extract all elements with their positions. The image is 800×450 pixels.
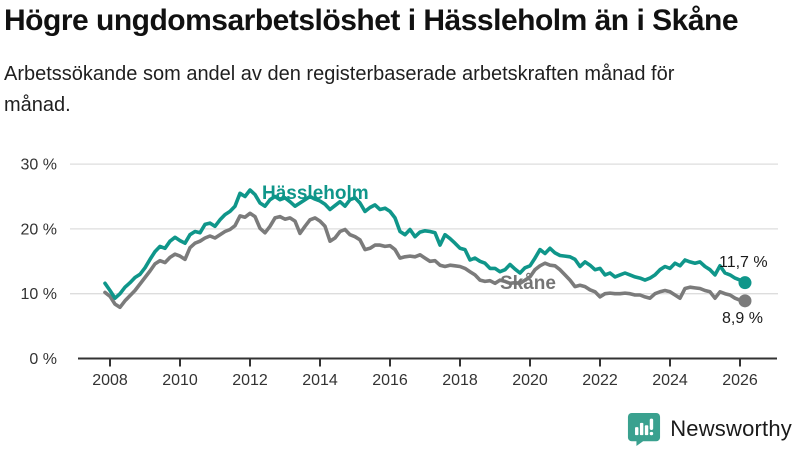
skane-line: [103, 211, 747, 310]
logo-exclamation-dot: [649, 431, 654, 436]
x-axis-label: 2020: [512, 372, 548, 389]
end-value-label: 8,9 %: [722, 310, 763, 327]
y-axis-label: 30 %: [21, 157, 57, 174]
newsworthy-logo-icon[interactable]: [627, 412, 661, 446]
logo-bar-3: [645, 425, 649, 436]
chart-subtitle: Arbetssökande som andel av den registerb…: [4, 62, 675, 116]
x-axis-label: 2014: [302, 372, 338, 389]
logo-exclamation-stem: [649, 418, 654, 430]
chart-header: Högre ungdomsarbetslöshet i Hässleholm ä…: [4, 4, 796, 121]
y-axis-label: 0 %: [29, 351, 57, 368]
y-axis-label: 20 %: [21, 221, 57, 238]
x-axis-label: 2018: [442, 372, 478, 389]
x-axis-label: 2026: [722, 372, 758, 389]
brand-name[interactable]: Newsworthy: [670, 416, 792, 441]
series-end-dot: [738, 276, 752, 290]
series-label: Skåne: [500, 273, 556, 294]
x-axis-label: 2010: [162, 372, 198, 389]
series-label: Hässleholm: [262, 183, 369, 204]
x-axis-label: 2022: [582, 372, 618, 389]
logo-bubble: [628, 412, 661, 446]
logo-bar-1: [635, 427, 639, 436]
logo-bar-2: [640, 422, 644, 436]
x-axis-label: 2012: [232, 372, 268, 389]
x-axis-label: 2008: [92, 372, 128, 389]
x-axis-label: 2016: [372, 372, 408, 389]
brand-footer[interactable]: Newsworthy: [627, 412, 792, 446]
end-value-label: 11,7 %: [719, 254, 768, 271]
chart-title: Högre ungdomsarbetslöshet i Hässleholm ä…: [4, 4, 739, 37]
hassleholm-line: [103, 188, 747, 300]
x-axis-label: 2024: [652, 372, 688, 389]
series-end-dot: [738, 294, 752, 308]
line-chart: 0 % 10 % 20 % 30 % 2008 2010 2012 2014 2016 2018 2…: [21, 157, 778, 389]
y-axis-label: 10 %: [21, 286, 57, 303]
